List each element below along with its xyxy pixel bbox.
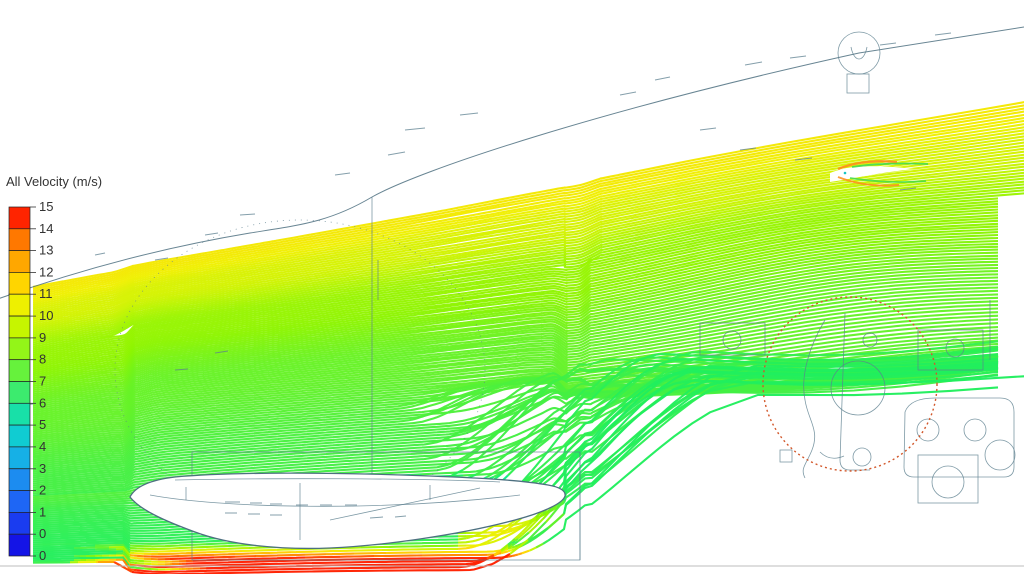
svg-text:15: 15	[39, 199, 53, 214]
svg-text:7: 7	[39, 374, 46, 389]
svg-text:All Velocity (m/s): All Velocity (m/s)	[6, 174, 102, 189]
svg-text:9: 9	[39, 330, 46, 345]
svg-text:2: 2	[39, 483, 46, 498]
svg-text:8: 8	[39, 352, 46, 367]
svg-text:3: 3	[39, 461, 46, 476]
svg-text:12: 12	[39, 264, 53, 279]
svg-text:13: 13	[39, 243, 53, 258]
svg-text:14: 14	[39, 221, 53, 236]
svg-text:0: 0	[39, 526, 46, 541]
svg-text:11: 11	[39, 286, 53, 301]
svg-text:10: 10	[39, 308, 53, 323]
svg-text:0: 0	[39, 548, 46, 563]
svg-text:5: 5	[39, 417, 46, 432]
svg-text:4: 4	[39, 439, 46, 454]
svg-text:6: 6	[39, 395, 46, 410]
svg-text:1: 1	[39, 504, 46, 519]
